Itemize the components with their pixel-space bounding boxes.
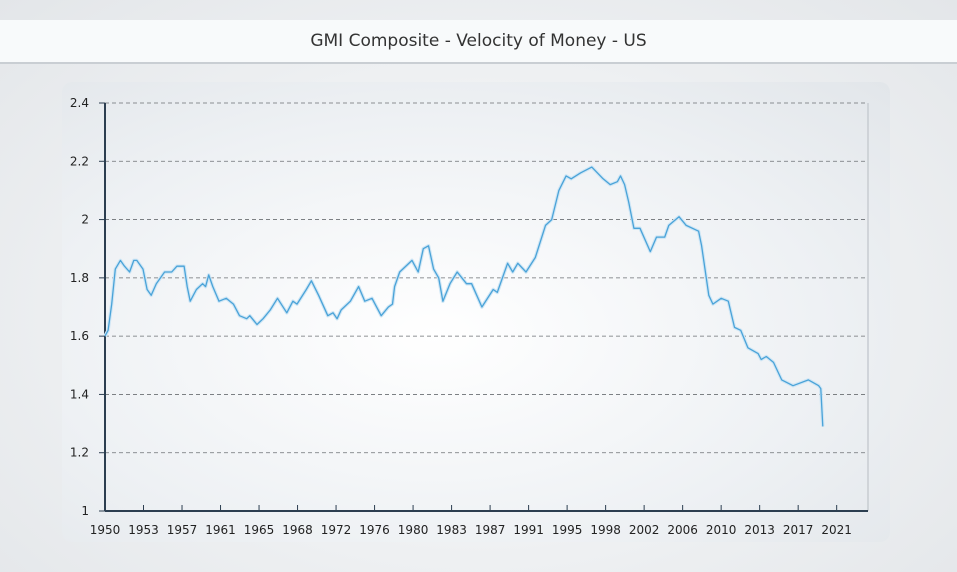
y-tick-label: 1.4 [70,387,89,401]
x-tick-label: 2017 [783,523,814,537]
x-tick-label: 2013 [744,523,775,537]
y-tick-label: 1.8 [70,271,89,285]
x-tick-label: 1983 [436,523,467,537]
y-tick-label: 1.6 [70,329,89,343]
x-tick-label: 1995 [552,523,583,537]
x-tick-label: 1972 [321,523,352,537]
series-line-glow [103,165,825,427]
x-tick-label: 2021 [821,523,852,537]
x-tick-label: 1953 [128,523,159,537]
y-tick-label: 2.2 [70,154,89,168]
chart-panel [62,82,890,542]
x-tick-label: 1965 [244,523,275,537]
chart-title: GMI Composite - Velocity of Money - US [310,31,647,51]
chart-title-bar: GMI Composite - Velocity of Money - US [0,20,957,64]
x-tick-label: 2006 [667,523,698,537]
x-tick-label: 1987 [475,523,506,537]
y-tick-label: 1.2 [70,446,89,460]
x-tick-label: 1998 [590,523,621,537]
y-tick-label: 2.4 [70,96,89,110]
x-tick-label: 1976 [359,523,390,537]
x-tick-label: 2002 [629,523,660,537]
series-line [104,166,824,427]
x-tick-label: 2010 [706,523,737,537]
x-tick-label: 1961 [205,523,236,537]
y-tick-label: 1 [81,504,89,518]
x-tick-label: 1968 [282,523,313,537]
x-tick-label: 1957 [167,523,198,537]
x-tick-label: 1980 [398,523,429,537]
x-tick-label: 1950 [90,523,121,537]
x-tick-label: 1991 [513,523,544,537]
y-tick-label: 2 [81,213,89,227]
